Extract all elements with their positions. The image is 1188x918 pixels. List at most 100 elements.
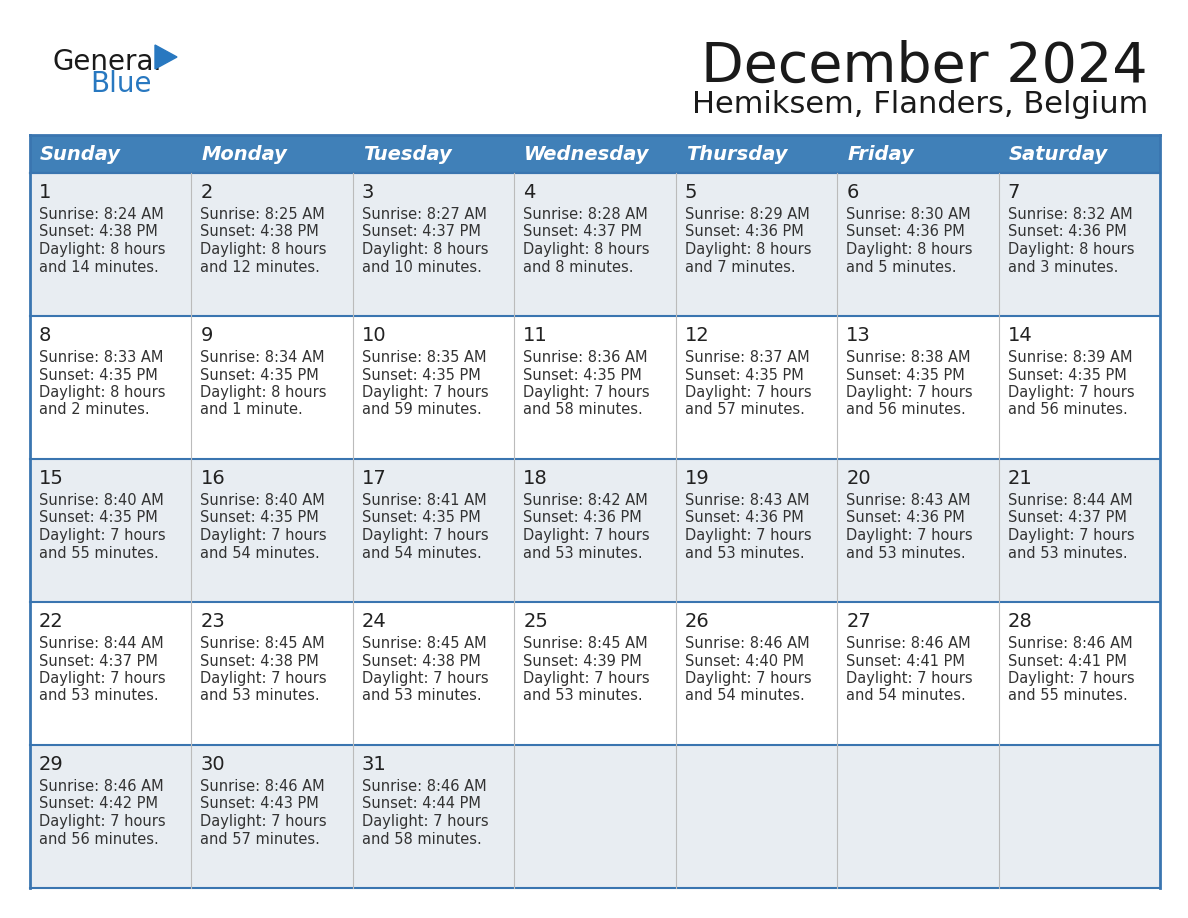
Text: and 53 minutes.: and 53 minutes. (684, 545, 804, 561)
Text: Daylight: 7 hours: Daylight: 7 hours (846, 528, 973, 543)
Text: Sunset: 4:42 PM: Sunset: 4:42 PM (39, 797, 158, 812)
Text: Sunset: 4:35 PM: Sunset: 4:35 PM (201, 367, 320, 383)
Text: Daylight: 7 hours: Daylight: 7 hours (846, 671, 973, 686)
Text: Sunrise: 8:46 AM: Sunrise: 8:46 AM (201, 779, 326, 794)
Text: Sunset: 4:35 PM: Sunset: 4:35 PM (523, 367, 642, 383)
Text: and 56 minutes.: and 56 minutes. (1007, 402, 1127, 418)
Text: Sunset: 4:36 PM: Sunset: 4:36 PM (846, 510, 965, 525)
Text: Sunset: 4:38 PM: Sunset: 4:38 PM (201, 654, 320, 668)
Text: Sunrise: 8:40 AM: Sunrise: 8:40 AM (201, 493, 326, 508)
Text: Sunset: 4:35 PM: Sunset: 4:35 PM (684, 367, 803, 383)
Text: Sunset: 4:37 PM: Sunset: 4:37 PM (1007, 510, 1126, 525)
Text: 1: 1 (39, 183, 51, 202)
Text: Daylight: 8 hours: Daylight: 8 hours (39, 385, 165, 400)
Text: 16: 16 (201, 469, 226, 488)
Text: Sunrise: 8:33 AM: Sunrise: 8:33 AM (39, 350, 164, 365)
Text: 10: 10 (362, 326, 386, 345)
Text: 28: 28 (1007, 612, 1032, 631)
Text: Sunrise: 8:27 AM: Sunrise: 8:27 AM (362, 207, 487, 222)
Text: Daylight: 7 hours: Daylight: 7 hours (39, 528, 165, 543)
Text: General: General (52, 48, 162, 76)
Text: Sunrise: 8:34 AM: Sunrise: 8:34 AM (201, 350, 326, 365)
Text: 22: 22 (39, 612, 64, 631)
Text: Sunrise: 8:46 AM: Sunrise: 8:46 AM (39, 779, 164, 794)
Text: Sunset: 4:35 PM: Sunset: 4:35 PM (362, 367, 481, 383)
Text: Daylight: 8 hours: Daylight: 8 hours (523, 242, 650, 257)
Text: Sunrise: 8:45 AM: Sunrise: 8:45 AM (523, 636, 647, 651)
Text: and 58 minutes.: and 58 minutes. (362, 832, 481, 846)
Text: Sunset: 4:37 PM: Sunset: 4:37 PM (39, 654, 158, 668)
Text: 8: 8 (39, 326, 51, 345)
Text: Daylight: 7 hours: Daylight: 7 hours (362, 528, 488, 543)
Text: Friday: Friday (847, 144, 914, 163)
Text: 23: 23 (201, 612, 226, 631)
Text: 27: 27 (846, 612, 871, 631)
Text: Daylight: 8 hours: Daylight: 8 hours (39, 242, 165, 257)
Text: Sunset: 4:41 PM: Sunset: 4:41 PM (1007, 654, 1126, 668)
Text: 26: 26 (684, 612, 709, 631)
Text: 9: 9 (201, 326, 213, 345)
Text: Sunset: 4:35 PM: Sunset: 4:35 PM (39, 510, 158, 525)
Text: Thursday: Thursday (685, 144, 788, 163)
Text: and 53 minutes.: and 53 minutes. (1007, 545, 1127, 561)
Text: Sunrise: 8:30 AM: Sunrise: 8:30 AM (846, 207, 971, 222)
Text: 21: 21 (1007, 469, 1032, 488)
Text: and 3 minutes.: and 3 minutes. (1007, 260, 1118, 274)
Text: Daylight: 7 hours: Daylight: 7 hours (523, 528, 650, 543)
Text: Sunset: 4:36 PM: Sunset: 4:36 PM (523, 510, 642, 525)
Text: Sunrise: 8:45 AM: Sunrise: 8:45 AM (201, 636, 326, 651)
Text: Sunrise: 8:44 AM: Sunrise: 8:44 AM (39, 636, 164, 651)
Text: and 56 minutes.: and 56 minutes. (39, 832, 159, 846)
Text: Sunrise: 8:45 AM: Sunrise: 8:45 AM (362, 636, 486, 651)
Text: Sunrise: 8:40 AM: Sunrise: 8:40 AM (39, 493, 164, 508)
Text: Sunrise: 8:46 AM: Sunrise: 8:46 AM (684, 636, 809, 651)
Text: December 2024: December 2024 (701, 40, 1148, 94)
Text: Sunrise: 8:24 AM: Sunrise: 8:24 AM (39, 207, 164, 222)
Text: Daylight: 7 hours: Daylight: 7 hours (684, 385, 811, 400)
Text: Daylight: 8 hours: Daylight: 8 hours (1007, 242, 1135, 257)
Text: Sunrise: 8:44 AM: Sunrise: 8:44 AM (1007, 493, 1132, 508)
Text: Sunset: 4:35 PM: Sunset: 4:35 PM (1007, 367, 1126, 383)
Text: and 53 minutes.: and 53 minutes. (362, 688, 481, 703)
Text: and 57 minutes.: and 57 minutes. (684, 402, 804, 418)
Text: 4: 4 (523, 183, 536, 202)
Text: 11: 11 (523, 326, 548, 345)
Text: Sunrise: 8:43 AM: Sunrise: 8:43 AM (684, 493, 809, 508)
Bar (30, 173, 1159, 316)
Text: Tuesday: Tuesday (362, 144, 451, 163)
Text: 3: 3 (362, 183, 374, 202)
Text: Sunrise: 8:38 AM: Sunrise: 8:38 AM (846, 350, 971, 365)
Bar (30, 745, 1159, 888)
Text: Sunset: 4:44 PM: Sunset: 4:44 PM (362, 797, 481, 812)
Text: and 57 minutes.: and 57 minutes. (201, 832, 321, 846)
Polygon shape (154, 45, 177, 69)
Text: Sunrise: 8:25 AM: Sunrise: 8:25 AM (201, 207, 326, 222)
Text: and 14 minutes.: and 14 minutes. (39, 260, 159, 274)
Text: Daylight: 7 hours: Daylight: 7 hours (684, 528, 811, 543)
Text: Sunrise: 8:42 AM: Sunrise: 8:42 AM (523, 493, 647, 508)
Text: Sunrise: 8:29 AM: Sunrise: 8:29 AM (684, 207, 809, 222)
Text: Blue: Blue (90, 70, 152, 98)
Text: and 12 minutes.: and 12 minutes. (201, 260, 321, 274)
Text: Sunset: 4:39 PM: Sunset: 4:39 PM (523, 654, 642, 668)
Text: and 5 minutes.: and 5 minutes. (846, 260, 956, 274)
Bar (30, 459, 1159, 602)
Text: Sunrise: 8:41 AM: Sunrise: 8:41 AM (362, 493, 486, 508)
Text: Daylight: 8 hours: Daylight: 8 hours (684, 242, 811, 257)
Text: Sunrise: 8:39 AM: Sunrise: 8:39 AM (1007, 350, 1132, 365)
Text: 14: 14 (1007, 326, 1032, 345)
Text: Sunset: 4:41 PM: Sunset: 4:41 PM (846, 654, 965, 668)
Bar (676, 135, 838, 173)
Bar (353, 135, 514, 173)
Bar (514, 135, 676, 173)
Text: 17: 17 (362, 469, 386, 488)
Text: and 54 minutes.: and 54 minutes. (684, 688, 804, 703)
Text: Daylight: 7 hours: Daylight: 7 hours (1007, 671, 1135, 686)
Text: Sunrise: 8:46 AM: Sunrise: 8:46 AM (1007, 636, 1132, 651)
Text: Sunset: 4:37 PM: Sunset: 4:37 PM (362, 225, 481, 240)
Text: Daylight: 7 hours: Daylight: 7 hours (39, 814, 165, 829)
Text: 29: 29 (39, 755, 64, 774)
Text: Daylight: 7 hours: Daylight: 7 hours (846, 385, 973, 400)
Text: 30: 30 (201, 755, 225, 774)
Text: Sunrise: 8:28 AM: Sunrise: 8:28 AM (523, 207, 647, 222)
